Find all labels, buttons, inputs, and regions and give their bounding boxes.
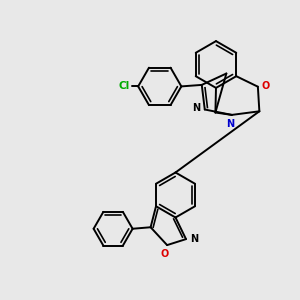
- Text: Cl: Cl: [119, 81, 130, 92]
- Text: N: N: [192, 103, 200, 113]
- Text: N: N: [226, 118, 234, 128]
- Text: N: N: [190, 234, 199, 244]
- Text: O: O: [160, 249, 169, 259]
- Text: O: O: [262, 81, 270, 91]
